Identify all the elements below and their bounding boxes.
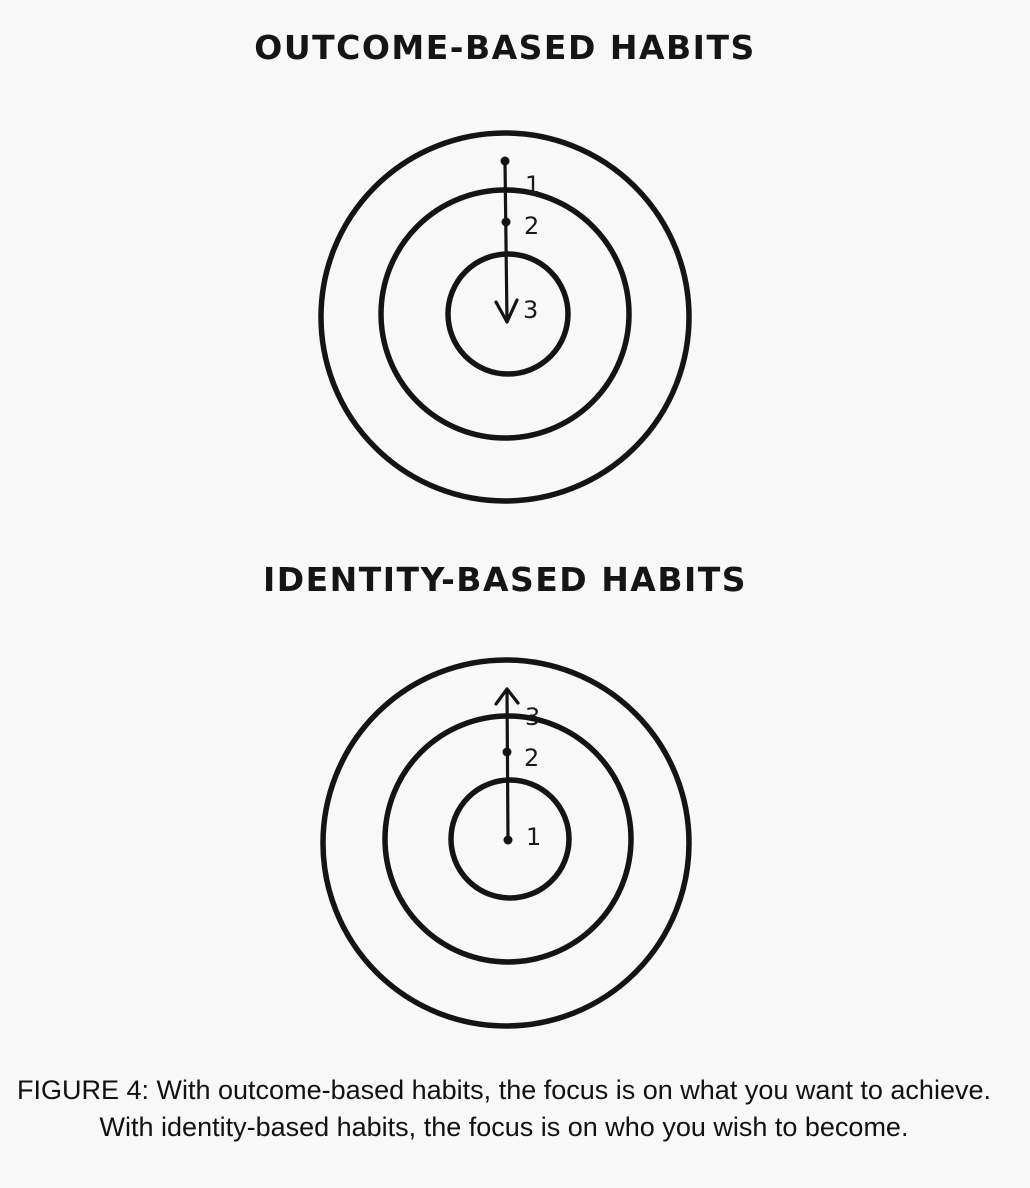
- step-1-label: 1: [525, 171, 540, 199]
- step-1-dot: [503, 835, 513, 845]
- step-2-dot: [501, 217, 511, 227]
- figure-caption: FIGURE 4: With outcome-based habits, the…: [17, 1075, 991, 1142]
- step-1-label: 1: [526, 823, 541, 851]
- outward-arrow-line: [505, 688, 510, 842]
- step-1-dot: [500, 156, 510, 166]
- outer-ring: [320, 657, 692, 1029]
- step-3-label: 3: [525, 703, 540, 731]
- step-2-dot: [502, 747, 512, 757]
- inner-ring: [448, 777, 572, 901]
- step-2-label: 2: [524, 744, 539, 772]
- inner-ring: [445, 251, 571, 377]
- outcome-based-diagram: 1 2 3: [318, 130, 692, 504]
- arrow-down-icon: [494, 298, 519, 324]
- inward-arrow-line: [503, 160, 509, 324]
- step-2-label: 2: [524, 212, 539, 240]
- arrow-up-icon: [494, 687, 520, 706]
- outcome-based-title: OUTCOME-BASED HABITS: [254, 28, 756, 67]
- step-3-label: 3: [523, 296, 538, 324]
- outer-ring: [318, 130, 692, 504]
- identity-based-title: IDENTITY-BASED HABITS: [262, 560, 748, 599]
- identity-based-diagram: 1 2 3: [320, 657, 692, 1029]
